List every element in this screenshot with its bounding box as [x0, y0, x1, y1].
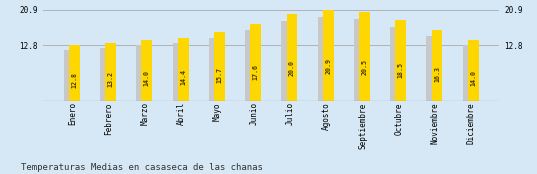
- Bar: [100, 48, 114, 101]
- Text: 18.5: 18.5: [398, 62, 404, 78]
- Bar: [317, 17, 331, 101]
- Bar: [426, 35, 440, 101]
- Bar: [209, 38, 223, 101]
- Bar: [281, 21, 295, 101]
- Bar: [354, 19, 368, 101]
- Bar: [245, 30, 259, 101]
- Bar: [69, 45, 79, 101]
- Bar: [136, 45, 150, 101]
- Text: 14.0: 14.0: [144, 70, 150, 86]
- Text: 12.8: 12.8: [71, 72, 77, 88]
- Bar: [390, 27, 404, 101]
- Text: 20.9: 20.9: [325, 58, 331, 74]
- Bar: [359, 11, 370, 101]
- Bar: [287, 14, 297, 101]
- Text: 16.3: 16.3: [434, 66, 440, 82]
- Bar: [141, 40, 153, 101]
- Bar: [172, 43, 186, 101]
- Bar: [105, 43, 116, 101]
- Text: 17.6: 17.6: [252, 64, 259, 80]
- Bar: [463, 45, 477, 101]
- Text: 15.7: 15.7: [216, 67, 222, 83]
- Text: 14.0: 14.0: [470, 70, 476, 86]
- Bar: [250, 24, 261, 101]
- Bar: [395, 20, 406, 101]
- Text: 14.4: 14.4: [180, 69, 186, 85]
- Text: 20.5: 20.5: [361, 59, 367, 75]
- Text: 20.0: 20.0: [289, 60, 295, 76]
- Bar: [64, 50, 78, 101]
- Text: 13.2: 13.2: [107, 71, 114, 87]
- Bar: [323, 10, 333, 101]
- Bar: [468, 40, 478, 101]
- Bar: [214, 33, 225, 101]
- Text: Temperaturas Medias en casaseca de las chanas: Temperaturas Medias en casaseca de las c…: [21, 163, 263, 172]
- Bar: [432, 30, 442, 101]
- Bar: [178, 38, 188, 101]
